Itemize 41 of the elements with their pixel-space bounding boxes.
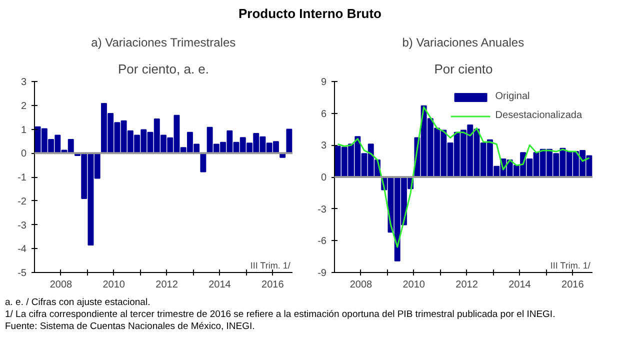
annotation: III Trim. 1/ xyxy=(250,260,291,270)
chart-title: b) Variaciones Anuales xyxy=(402,36,524,50)
y-tick-label: -2 xyxy=(18,196,27,208)
y-tick-label: -6 xyxy=(318,236,327,248)
annotation: III Trim. 1/ xyxy=(550,260,591,270)
line-series xyxy=(337,106,590,248)
x-tick-label: 2014 xyxy=(208,280,232,290)
x-tick-label: 2014 xyxy=(508,280,532,290)
legend-label: Desestacionalizada xyxy=(495,110,582,121)
source-note: Fuente: Sistema de Cuentas Nacionales de México, INEGI. xyxy=(5,321,255,332)
y-tick-label: 9 xyxy=(320,77,327,88)
bar xyxy=(286,128,292,154)
chart-subtitle: Por ciento, a. e. xyxy=(118,62,210,76)
y-tick-label: 6 xyxy=(320,108,327,120)
x-tick-label: 2010 xyxy=(102,280,126,290)
bar xyxy=(200,152,206,172)
y-tick-label: 3 xyxy=(20,77,27,88)
x-tick-label: 2016 xyxy=(262,280,284,290)
x-tick-label: 2008 xyxy=(50,280,73,290)
y-tick-label: 1 xyxy=(20,124,27,136)
text: Producto Interno Bruto xyxy=(238,6,382,21)
x-tick-label: 2016 xyxy=(562,280,584,290)
y-tick-label: -3 xyxy=(318,204,327,216)
chart-title: a) Variaciones Trimestrales xyxy=(91,36,236,50)
x-tick-label: 2008 xyxy=(350,280,373,290)
x-tick-label: 2012 xyxy=(156,280,178,290)
legend-label: Original xyxy=(495,91,530,102)
x-tick-label: 2010 xyxy=(402,280,426,290)
chart-subtitle: Por ciento xyxy=(434,62,493,76)
y-tick-label: 0 xyxy=(20,148,27,160)
y-tick-label: -9 xyxy=(318,268,327,279)
text: a. e. / Cifras con ajuste estacional. xyxy=(5,297,150,308)
y-tick-label: 0 xyxy=(320,172,327,184)
y-tick-label: 2 xyxy=(20,100,27,112)
y-tick-label: 3 xyxy=(320,140,327,152)
text: 1/ La cifra correspondiente al tercer trimestre de 2016 se refiere a la estimación oportuna del PIB trimestral publicada por el INEGI. xyxy=(5,309,556,320)
y-tick-label: -1 xyxy=(18,172,27,184)
x-tick-label: 2012 xyxy=(456,280,478,290)
y-tick-label: -4 xyxy=(18,244,27,256)
y-tick-label: -3 xyxy=(18,220,27,232)
y-tick-label: -5 xyxy=(18,268,27,279)
